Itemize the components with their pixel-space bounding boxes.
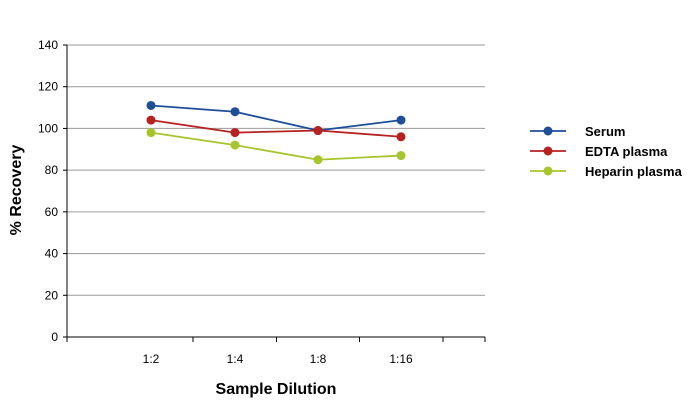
data-point bbox=[146, 100, 156, 110]
y-tick-label: 80 bbox=[45, 163, 59, 177]
legend-item: EDTA plasma bbox=[530, 144, 668, 159]
data-point bbox=[230, 140, 240, 150]
data-point bbox=[230, 128, 240, 138]
data-point bbox=[396, 115, 406, 125]
legend-item: Heparin plasma bbox=[530, 164, 683, 179]
axes bbox=[63, 44, 486, 342]
x-tick-label: 1:8 bbox=[310, 352, 327, 366]
y-tick-label: 20 bbox=[45, 288, 59, 302]
legend-marker bbox=[543, 126, 553, 136]
series-line bbox=[150, 119, 402, 138]
legend: Serum EDTA plasma Heparin plasma bbox=[530, 124, 683, 179]
series-edta-plasma bbox=[146, 115, 406, 142]
x-axis-title: Sample Dilution bbox=[216, 381, 337, 398]
data-point bbox=[396, 132, 406, 142]
series-lines bbox=[146, 100, 406, 165]
data-point bbox=[146, 128, 156, 138]
data-point bbox=[313, 155, 323, 165]
y-tick-label: 100 bbox=[38, 121, 58, 135]
legend-label: Serum bbox=[585, 124, 625, 139]
y-tick-label: 120 bbox=[38, 80, 58, 94]
series-heparin-plasma bbox=[146, 128, 406, 165]
legend-marker bbox=[543, 146, 553, 156]
gridlines bbox=[67, 44, 485, 296]
data-point bbox=[146, 115, 156, 125]
series-line bbox=[150, 131, 402, 161]
series-serum bbox=[146, 100, 406, 136]
series-line bbox=[150, 104, 402, 132]
legend-marker bbox=[543, 166, 553, 176]
x-tick-labels: 1:2 1:4 1:8 1:16 bbox=[143, 352, 413, 366]
y-tick-label: 0 bbox=[51, 330, 58, 344]
legend-label: Heparin plasma bbox=[585, 164, 683, 179]
x-tick-label: 1:16 bbox=[389, 352, 413, 366]
y-tick-label: 140 bbox=[38, 38, 58, 52]
data-point bbox=[396, 151, 406, 161]
legend-item: Serum bbox=[530, 124, 625, 139]
y-tick-label: 60 bbox=[45, 205, 59, 219]
y-tick-label: 40 bbox=[45, 247, 59, 261]
x-tick-label: 1:4 bbox=[227, 352, 244, 366]
data-point bbox=[313, 126, 323, 136]
y-axis-title: % Recovery bbox=[8, 145, 25, 236]
data-point bbox=[230, 107, 240, 117]
legend-label: EDTA plasma bbox=[585, 144, 668, 159]
x-tick-label: 1:2 bbox=[143, 352, 160, 366]
y-tick-labels: 0 20 40 60 80 100 120 140 bbox=[38, 38, 58, 344]
